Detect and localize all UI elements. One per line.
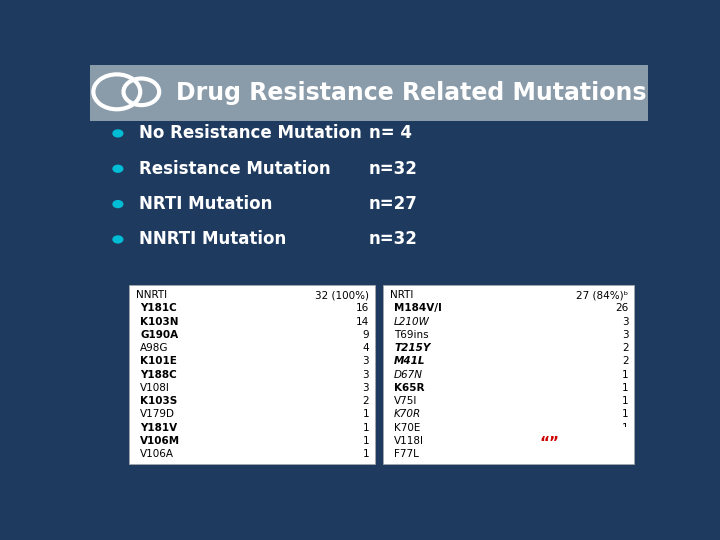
Text: V179D: V179D <box>140 409 175 419</box>
Text: L210W: L210W <box>394 316 430 327</box>
Text: K70E: K70E <box>394 422 420 433</box>
Text: T215Y: T215Y <box>394 343 431 353</box>
Text: K70R: K70R <box>394 409 421 419</box>
Text: 1: 1 <box>622 369 629 380</box>
Circle shape <box>112 165 124 173</box>
Text: 1: 1 <box>362 449 369 459</box>
Text: n=27: n=27 <box>369 195 418 213</box>
Text: V75I: V75I <box>394 396 418 406</box>
Text: 9: 9 <box>362 330 369 340</box>
Text: 3: 3 <box>622 330 629 340</box>
Text: n=32: n=32 <box>369 231 418 248</box>
Text: G190A: G190A <box>140 330 179 340</box>
Text: K103S: K103S <box>140 396 177 406</box>
Text: Resistance Mutation: Resistance Mutation <box>139 160 330 178</box>
FancyBboxPatch shape <box>90 65 648 121</box>
Text: 14: 14 <box>356 316 369 327</box>
Text: 16: 16 <box>356 303 369 313</box>
Text: Y181V: Y181V <box>140 422 177 433</box>
Text: 3: 3 <box>362 383 369 393</box>
Circle shape <box>112 129 124 138</box>
Text: V106M: V106M <box>140 436 180 446</box>
Text: T69ins: T69ins <box>394 330 428 340</box>
Text: M41L: M41L <box>394 356 426 366</box>
Text: K103N: K103N <box>140 316 179 327</box>
Text: 1: 1 <box>362 409 369 419</box>
Circle shape <box>112 200 124 208</box>
Text: 3: 3 <box>362 356 369 366</box>
Text: NRTI: NRTI <box>390 290 413 300</box>
Text: 1: 1 <box>622 396 629 406</box>
Text: 2: 2 <box>622 356 629 366</box>
Text: 1: 1 <box>622 409 629 419</box>
Text: D67N: D67N <box>394 369 423 380</box>
Text: 1: 1 <box>622 436 629 446</box>
Text: Y181C: Y181C <box>140 303 177 313</box>
Text: “”: “” <box>539 436 559 451</box>
Text: 32 (100%): 32 (100%) <box>315 290 369 300</box>
Text: 4: 4 <box>362 343 369 353</box>
Text: V106A: V106A <box>140 449 174 459</box>
Text: NRTI Mutation: NRTI Mutation <box>139 195 272 213</box>
FancyBboxPatch shape <box>129 285 374 464</box>
Text: A98G: A98G <box>140 343 168 353</box>
Text: 1: 1 <box>622 383 629 393</box>
Text: NNRTI: NNRTI <box>136 290 167 300</box>
Text: 3: 3 <box>362 369 369 380</box>
FancyBboxPatch shape <box>526 427 634 464</box>
Text: K65R: K65R <box>394 383 425 393</box>
Text: n=32: n=32 <box>369 160 418 178</box>
Text: M184V/I: M184V/I <box>394 303 442 313</box>
Text: 2: 2 <box>362 396 369 406</box>
Text: V118I: V118I <box>394 436 424 446</box>
Text: 27 (84%)ᵇ: 27 (84%)ᵇ <box>576 290 629 300</box>
FancyBboxPatch shape <box>383 285 634 464</box>
Text: 1: 1 <box>622 449 629 459</box>
Text: NNRTI Mutation: NNRTI Mutation <box>139 231 287 248</box>
Text: 1: 1 <box>622 422 629 433</box>
Text: 2: 2 <box>622 343 629 353</box>
Text: 1: 1 <box>362 422 369 433</box>
Text: 3: 3 <box>622 316 629 327</box>
Text: Y188C: Y188C <box>140 369 177 380</box>
Text: 26: 26 <box>615 303 629 313</box>
Text: n= 4: n= 4 <box>369 124 412 143</box>
Text: F77L: F77L <box>394 449 419 459</box>
Text: K101E: K101E <box>140 356 177 366</box>
FancyBboxPatch shape <box>171 121 648 129</box>
Text: 1: 1 <box>362 436 369 446</box>
Text: V108I: V108I <box>140 383 170 393</box>
Text: Drug Resistance Related Mutations: Drug Resistance Related Mutations <box>176 80 647 105</box>
Circle shape <box>112 235 124 244</box>
Text: No Resistance Mutation: No Resistance Mutation <box>139 124 362 143</box>
